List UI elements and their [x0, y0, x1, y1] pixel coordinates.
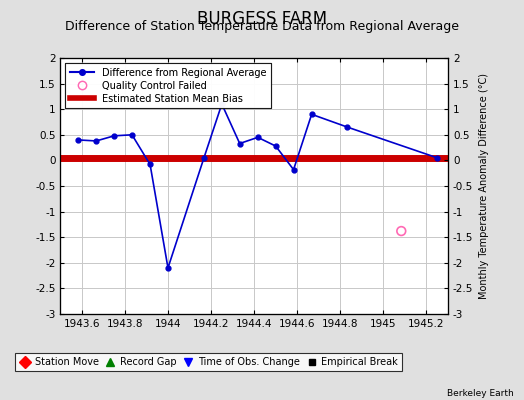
Y-axis label: Monthly Temperature Anomaly Difference (°C): Monthly Temperature Anomaly Difference (…: [479, 73, 489, 299]
Text: Difference of Station Temperature Data from Regional Average: Difference of Station Temperature Data f…: [65, 20, 459, 33]
Text: BURGESS FARM: BURGESS FARM: [197, 10, 327, 28]
Text: Berkeley Earth: Berkeley Earth: [447, 389, 514, 398]
Point: [397, 228, 406, 234]
Legend: Difference from Regional Average, Quality Control Failed, Estimated Station Mean: Difference from Regional Average, Qualit…: [65, 63, 271, 108]
Legend: Station Move, Record Gap, Time of Obs. Change, Empirical Break: Station Move, Record Gap, Time of Obs. C…: [15, 353, 402, 371]
